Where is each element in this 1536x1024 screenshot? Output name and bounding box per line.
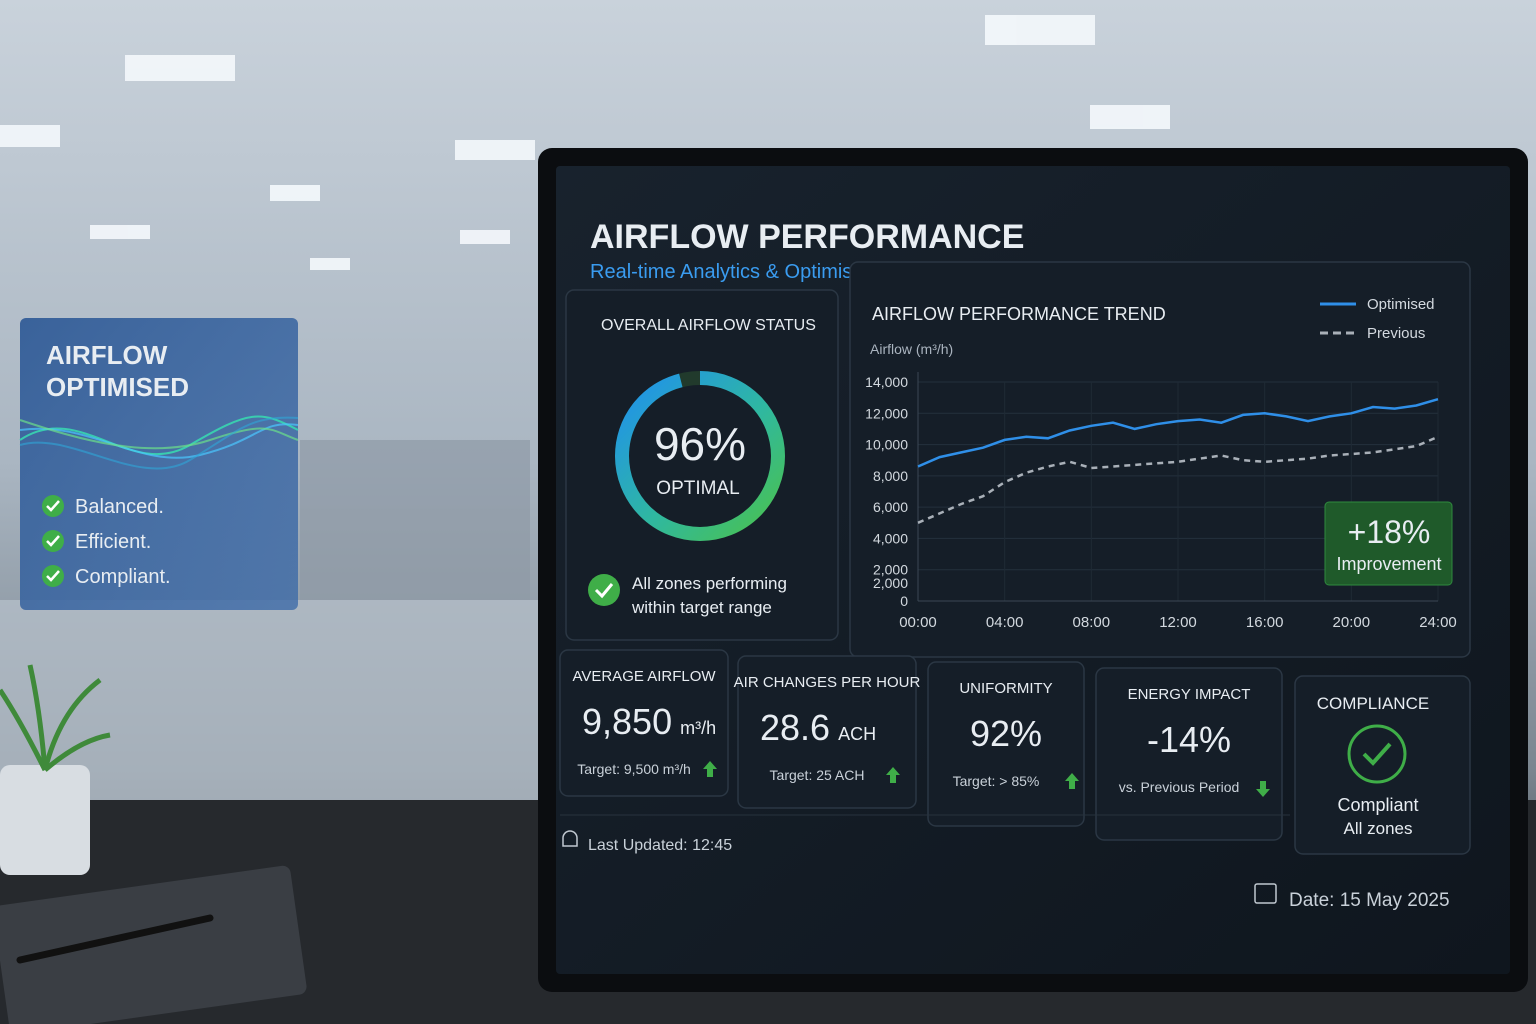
dashboard-subtitle: Real-time Analytics & Optimisation: [590, 261, 896, 283]
y-tick-label: 10,000: [865, 437, 908, 453]
kpi-value: -14%: [1147, 719, 1231, 760]
x-tick-label: 12:00: [1159, 614, 1197, 631]
y-tick-label: 6,000: [873, 499, 908, 515]
kpi-target: Target: > 85%: [953, 773, 1040, 789]
calendar-icon: [1254, 883, 1277, 904]
last-updated: Last Updated: 12:45: [588, 837, 732, 854]
bell-icon: [562, 830, 578, 847]
kpi-value: 9,850 m³/h: [582, 701, 716, 742]
gauge: [615, 371, 785, 541]
series-line: [917, 397, 1439, 468]
kpi-value: 92%: [970, 713, 1042, 754]
compliance-card: [1294, 675, 1471, 855]
badge-label: Improvement: [1336, 554, 1441, 574]
notebook: [0, 865, 307, 1024]
side-item: Balanced.: [75, 496, 164, 518]
check-mark: [46, 570, 60, 582]
pen: [16, 914, 214, 964]
side-card-title: AIRFLOW: [46, 340, 168, 370]
y-tick-label: 2,000: [873, 575, 908, 591]
y-tick-label: 8,000: [873, 468, 908, 484]
dashboard-title: AIRFLOW PERFORMANCE: [590, 218, 1024, 256]
compliance-detail: All zones: [1344, 819, 1413, 838]
trend-chart: 14,000 12,000 10,000 8,000 6,000 4,000 2,000 0 2…: [865, 296, 1457, 631]
plant: [0, 664, 111, 772]
kpi-value: 28.6 ACH: [760, 707, 876, 748]
check-icon: [588, 574, 620, 606]
kpi-unit: ACH: [838, 724, 876, 744]
side-item: Efficient.: [75, 531, 151, 553]
plant-pot: [0, 765, 90, 875]
kpi-title: ENERGY IMPACT: [1128, 686, 1251, 703]
compliance-check: [1362, 742, 1392, 766]
side-card: [20, 318, 298, 610]
side-item: Compliant.: [75, 566, 171, 588]
kpi-target: Target: 25 ACH: [770, 767, 865, 783]
y-tick-label: 12,000: [865, 405, 908, 421]
y-tick-label: 14,000: [865, 374, 908, 390]
status-title: OVERALL AIRFLOW STATUS: [601, 317, 816, 334]
kpi-card: [927, 661, 1085, 827]
y-tick-label: 2,000: [873, 562, 908, 578]
status-note: within target range: [631, 598, 772, 617]
check-mark: [46, 500, 60, 512]
kpi-title: AVERAGE AIRFLOW: [572, 668, 716, 685]
compliance-title: COMPLIANCE: [1317, 694, 1429, 713]
compliance-state: Compliant: [1337, 795, 1418, 815]
kpi-value-number: 28.6: [760, 707, 830, 748]
wave-graphic: [19, 415, 299, 470]
kpi-value-number: -14%: [1147, 719, 1231, 760]
x-tick-label: 16:00: [1246, 614, 1284, 631]
status-panel: [565, 289, 839, 641]
side-list: Balanced. Efficient. Compliant.: [42, 495, 171, 588]
y-tick-label: 0: [900, 593, 908, 609]
kpi-card: [559, 649, 729, 797]
kpi-target: Target: 9,500 m³/h: [577, 761, 691, 777]
x-tick-label: 04:00: [986, 614, 1024, 631]
check-mark: [594, 583, 614, 599]
arrow-up: [703, 761, 717, 777]
status-note: All zones performing: [632, 574, 787, 593]
ceiling-lights: [0, 15, 1170, 270]
badge-value: +18%: [1348, 514, 1431, 550]
status-value: 96%: [654, 418, 746, 470]
kpi-title: AIR CHANGES PER HOUR: [734, 674, 921, 691]
x-tick-label: 00:00: [899, 614, 937, 631]
kpi-card: [737, 655, 917, 809]
status-state: OPTIMAL: [656, 478, 739, 499]
kpi-target: vs. Previous Period: [1119, 779, 1240, 795]
kpi-card: [1095, 667, 1283, 841]
x-tick-label: 08:00: [1073, 614, 1111, 631]
equipment: [0, 440, 560, 800]
legend-label: Optimised: [1367, 296, 1435, 313]
y-axis-label: Airflow (m³/h): [870, 341, 953, 357]
kpi-unit: m³/h: [680, 718, 716, 738]
arrow-up: [886, 767, 900, 783]
arrow-up: [1065, 773, 1079, 789]
arrow-down: [1256, 781, 1270, 797]
kpi-title: UNIFORMITY: [959, 680, 1052, 697]
improvement-badge: [1324, 501, 1453, 586]
x-tick-label: 20:00: [1333, 614, 1371, 631]
kpi-value-number: 92%: [970, 713, 1042, 754]
gauge-arc: [615, 371, 785, 541]
kpi-row: AVERAGE AIRFLOW 9,850 m³/h Target: 9,500 m³…: [559, 649, 1283, 841]
side-card-title: OPTIMISED: [46, 372, 189, 402]
kpi-value-number: 9,850: [582, 701, 672, 742]
x-tick-label: 24:00: [1419, 614, 1457, 631]
y-tick-label: 4,000: [873, 530, 908, 546]
trend-title: AIRFLOW PERFORMANCE TREND: [872, 304, 1166, 324]
date: Date: 15 May 2025: [1289, 890, 1450, 911]
compliance-icon: [1347, 724, 1407, 784]
legend-label: Previous: [1367, 325, 1425, 342]
check-mark: [46, 535, 60, 547]
